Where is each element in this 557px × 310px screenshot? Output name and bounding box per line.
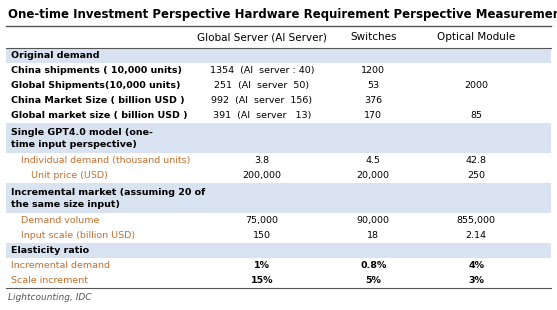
Text: time input perspective): time input perspective) <box>11 140 137 149</box>
Text: the same size input): the same size input) <box>11 200 120 209</box>
Bar <box>6 108 551 123</box>
Text: 150: 150 <box>253 231 271 240</box>
Text: 391  (AI  server   13): 391 (AI server 13) <box>213 111 311 120</box>
Text: Global Server (AI Server): Global Server (AI Server) <box>197 32 327 42</box>
Text: Switches: Switches <box>350 32 397 42</box>
Text: 0.8%: 0.8% <box>360 261 387 270</box>
Bar <box>6 78 551 93</box>
Text: 251  (AI  server  50): 251 (AI server 50) <box>214 81 309 90</box>
Text: 20,000: 20,000 <box>356 171 390 180</box>
Bar <box>6 273 551 288</box>
Text: 18: 18 <box>367 231 379 240</box>
Text: 3%: 3% <box>468 276 484 285</box>
Text: Global market size ( billion USD ): Global market size ( billion USD ) <box>11 111 188 120</box>
Text: 1354  (AI  server : 40): 1354 (AI server : 40) <box>209 66 314 75</box>
Text: Lightcounting, IDC: Lightcounting, IDC <box>8 293 92 302</box>
Text: Original demand: Original demand <box>11 51 100 60</box>
Text: 15%: 15% <box>251 276 273 285</box>
Text: 250: 250 <box>467 171 485 180</box>
Text: 1200: 1200 <box>361 66 385 75</box>
Text: Single GPT4.0 model (one-: Single GPT4.0 model (one- <box>11 128 153 137</box>
Text: 2000: 2000 <box>464 81 488 90</box>
Text: 2.14: 2.14 <box>466 231 487 240</box>
Bar <box>6 213 551 228</box>
Bar <box>6 123 551 153</box>
Text: Optical Module: Optical Module <box>437 32 515 42</box>
Text: Elasticity ratio: Elasticity ratio <box>11 246 89 255</box>
Text: 85: 85 <box>470 111 482 120</box>
Text: 855,000: 855,000 <box>457 216 496 225</box>
Bar <box>6 243 551 258</box>
Text: 4.5: 4.5 <box>366 156 380 165</box>
Text: Demand volume: Demand volume <box>21 216 100 225</box>
Text: China shipments ( 10,000 units): China shipments ( 10,000 units) <box>11 66 182 75</box>
Bar <box>6 183 551 213</box>
Text: 200,000: 200,000 <box>242 171 281 180</box>
Text: 1%: 1% <box>254 261 270 270</box>
Text: 4%: 4% <box>468 261 484 270</box>
Text: 75,000: 75,000 <box>245 216 278 225</box>
Text: Unit price (USD): Unit price (USD) <box>31 171 108 180</box>
Text: 992  (AI  server  156): 992 (AI server 156) <box>211 96 312 105</box>
Bar <box>6 153 551 168</box>
Bar <box>6 93 551 108</box>
Text: 5%: 5% <box>365 276 381 285</box>
Bar <box>6 63 551 78</box>
Bar <box>6 48 551 63</box>
Text: Global Shipments(10,000 units): Global Shipments(10,000 units) <box>11 81 180 90</box>
Text: China Market Size ( billion USD ): China Market Size ( billion USD ) <box>11 96 185 105</box>
Text: 42.8: 42.8 <box>466 156 487 165</box>
Text: Incremental market (assuming 20 of: Incremental market (assuming 20 of <box>11 188 206 197</box>
Bar <box>6 258 551 273</box>
Text: Individual demand (thousand units): Individual demand (thousand units) <box>21 156 190 165</box>
Text: Input scale (billion USD): Input scale (billion USD) <box>21 231 135 240</box>
Text: Scale increment: Scale increment <box>11 276 88 285</box>
Text: 376: 376 <box>364 96 382 105</box>
Bar <box>6 228 551 243</box>
Bar <box>6 168 551 183</box>
Text: 53: 53 <box>367 81 379 90</box>
Text: Incremental demand: Incremental demand <box>11 261 110 270</box>
Text: 170: 170 <box>364 111 382 120</box>
Text: One-time Investment Perspective Hardware Requirement Perspective Measurement: One-time Investment Perspective Hardware… <box>8 8 557 21</box>
Text: 3.8: 3.8 <box>254 156 270 165</box>
Text: 90,000: 90,000 <box>356 216 390 225</box>
